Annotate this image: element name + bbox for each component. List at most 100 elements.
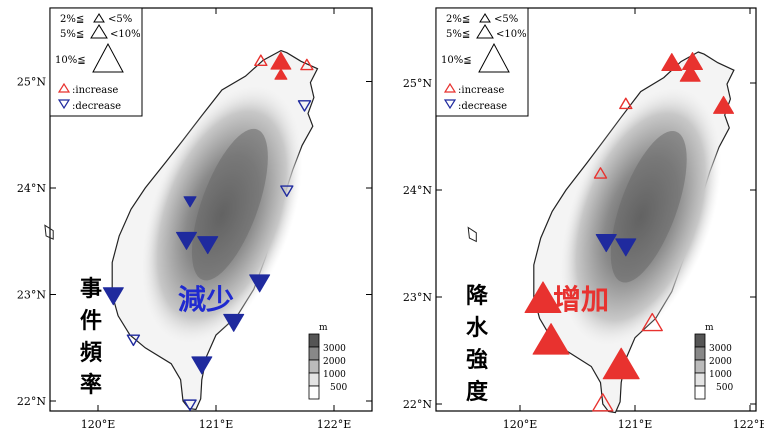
lat-tick-label: 25°N <box>17 76 46 89</box>
decrease-station-marker <box>176 231 197 250</box>
elevation-scale: m 3000 2000 1000 500 <box>308 323 347 400</box>
lon-tick-label: 120°E <box>503 418 538 431</box>
decrease-station-marker <box>223 313 245 332</box>
decrease-station-marker <box>297 100 312 112</box>
increase-station-marker <box>254 54 268 67</box>
legend-size-label-3: 10%≦ <box>55 55 86 66</box>
lat-tick-label: 22°N <box>403 398 432 411</box>
increase-station-marker <box>679 63 701 82</box>
increase-station-marker <box>592 393 614 412</box>
legend-size-small-triangle <box>479 13 491 23</box>
elevation-label-1000: 1000 <box>323 370 346 380</box>
side-label-char-2: 件 <box>80 309 102 334</box>
side-label-char-3: 強 <box>466 347 488 373</box>
side-label-char-4: 度 <box>466 379 489 405</box>
decrease-station-marker <box>197 236 219 255</box>
penghu-islet <box>44 224 54 240</box>
lat-tick-label: 23°N <box>403 291 432 304</box>
elevation-label-1000: 1000 <box>709 370 732 380</box>
legend-increase-label: :increase <box>72 85 118 96</box>
decrease-station-marker <box>126 334 141 347</box>
station-markers <box>524 51 735 412</box>
increase-station-marker <box>524 281 562 313</box>
map-panel-right: 25°N 24°N 23°N 22°N 120°E 121°E 122°E 2%≦ <5%… <box>403 7 764 431</box>
decrease-station-marker <box>615 238 637 257</box>
lat-tick-label: 24°N <box>17 182 46 195</box>
side-label-char-2: 水 <box>466 316 489 341</box>
lon-axis: 120°E 121°E 122°E <box>503 8 764 431</box>
elevation-label-3000: 3000 <box>323 344 346 354</box>
lon-tick-label: 121°E <box>199 418 234 431</box>
legend-decrease-label: :decrease <box>458 101 507 112</box>
elevation-label-500: 500 <box>330 383 347 393</box>
lat-axis: 25°N 24°N 23°N 22°N <box>17 76 372 408</box>
legend-size-label-1: 2%≦ <box>60 14 84 25</box>
increase-station-marker <box>619 97 633 110</box>
elevation-label-2000: 2000 <box>709 357 732 367</box>
decrease-station-marker <box>191 356 213 375</box>
decrease-station-marker <box>183 399 197 412</box>
legend-size-label-2: 5%≦ <box>446 29 470 40</box>
center-label: 減少 <box>178 283 234 316</box>
decrease-station-marker <box>102 287 124 306</box>
decrease-station-marker <box>183 196 197 208</box>
lon-tick-label: 121°E <box>618 418 653 431</box>
lon-axis: 120°E 121°E 122°E <box>81 8 352 431</box>
legend-box: 2%≦ <5% 5%≦ <10% 10%≦ :increase :decreas… <box>435 7 529 117</box>
legend-size-label-2: 5%≦ <box>60 29 84 40</box>
elevation-label-2000: 2000 <box>323 357 346 367</box>
side-label-char-3: 頻 <box>80 341 102 366</box>
side-label-char-1: 降 <box>466 284 489 309</box>
legend-increase-triangle <box>443 82 457 93</box>
legend-decrease-triangle <box>443 99 457 110</box>
lon-tick-label: 120°E <box>81 418 116 431</box>
legend-box: 2%≦ <5% 5%≦ <10% 10%≦ :increase :decreas… <box>49 7 143 117</box>
increase-station-marker <box>532 323 570 355</box>
legend-size-label-3: 10%≦ <box>441 55 472 66</box>
legend-size-range-1: <5% <box>494 14 518 25</box>
elevation-scale: m 3000 2000 1000 500 <box>694 323 733 400</box>
elevation-unit: m <box>319 323 328 333</box>
station-markers <box>102 51 314 412</box>
legend-size-label-1: 2%≦ <box>446 14 470 25</box>
legend-decrease-triangle <box>57 99 71 110</box>
elevation-label-500: 500 <box>716 383 733 393</box>
decrease-station-marker <box>249 274 271 293</box>
legend-size-small-triangle <box>93 13 105 23</box>
side-label-char-4: 率 <box>80 372 102 398</box>
lat-tick-label: 24°N <box>403 184 432 197</box>
elevation-label-3000: 3000 <box>709 344 732 354</box>
legend-size-range-2: <10% <box>110 29 141 40</box>
legend-decrease-label: :decrease <box>72 101 121 112</box>
legend-increase-label: :increase <box>458 85 504 96</box>
decrease-station-marker <box>595 234 617 253</box>
legend-size-range-1: <5% <box>108 14 132 25</box>
elevation-unit: m <box>705 323 714 333</box>
side-label: 事 件 頻 率 <box>80 276 102 398</box>
increase-station-marker <box>300 58 314 71</box>
increase-station-marker <box>602 347 640 380</box>
increase-station-marker <box>641 312 663 332</box>
increase-station-marker <box>713 95 735 114</box>
lon-tick-label: 122°E <box>317 418 352 431</box>
legend-size-large-triangle <box>478 42 510 73</box>
decrease-station-marker <box>280 185 294 197</box>
center-label: 增加 <box>553 283 609 316</box>
legend-size-large-triangle <box>92 42 124 73</box>
increase-station-marker <box>661 53 683 72</box>
map-panel-left: 25°N 24°N 23°N 22°N 120°E 121°E 122°E 2%≦ <5%… <box>17 7 373 431</box>
increase-station-marker <box>274 68 288 80</box>
increase-station-marker <box>593 167 608 179</box>
legend-size-medium-triangle <box>90 24 108 39</box>
lat-axis: 25°N 24°N 23°N 22°N <box>403 77 756 411</box>
side-label-char-1: 事 <box>80 276 102 302</box>
penghu-islet <box>467 226 477 243</box>
lon-tick-label: 122°E <box>733 418 764 431</box>
lat-tick-label: 25°N <box>403 77 432 90</box>
legend-size-medium-triangle <box>476 24 494 39</box>
lat-tick-label: 22°N <box>17 395 46 408</box>
side-label: 降 水 強 度 <box>466 284 489 405</box>
legend-increase-triangle <box>57 82 71 93</box>
lat-tick-label: 23°N <box>17 289 46 302</box>
legend-size-range-2: <10% <box>496 29 527 40</box>
